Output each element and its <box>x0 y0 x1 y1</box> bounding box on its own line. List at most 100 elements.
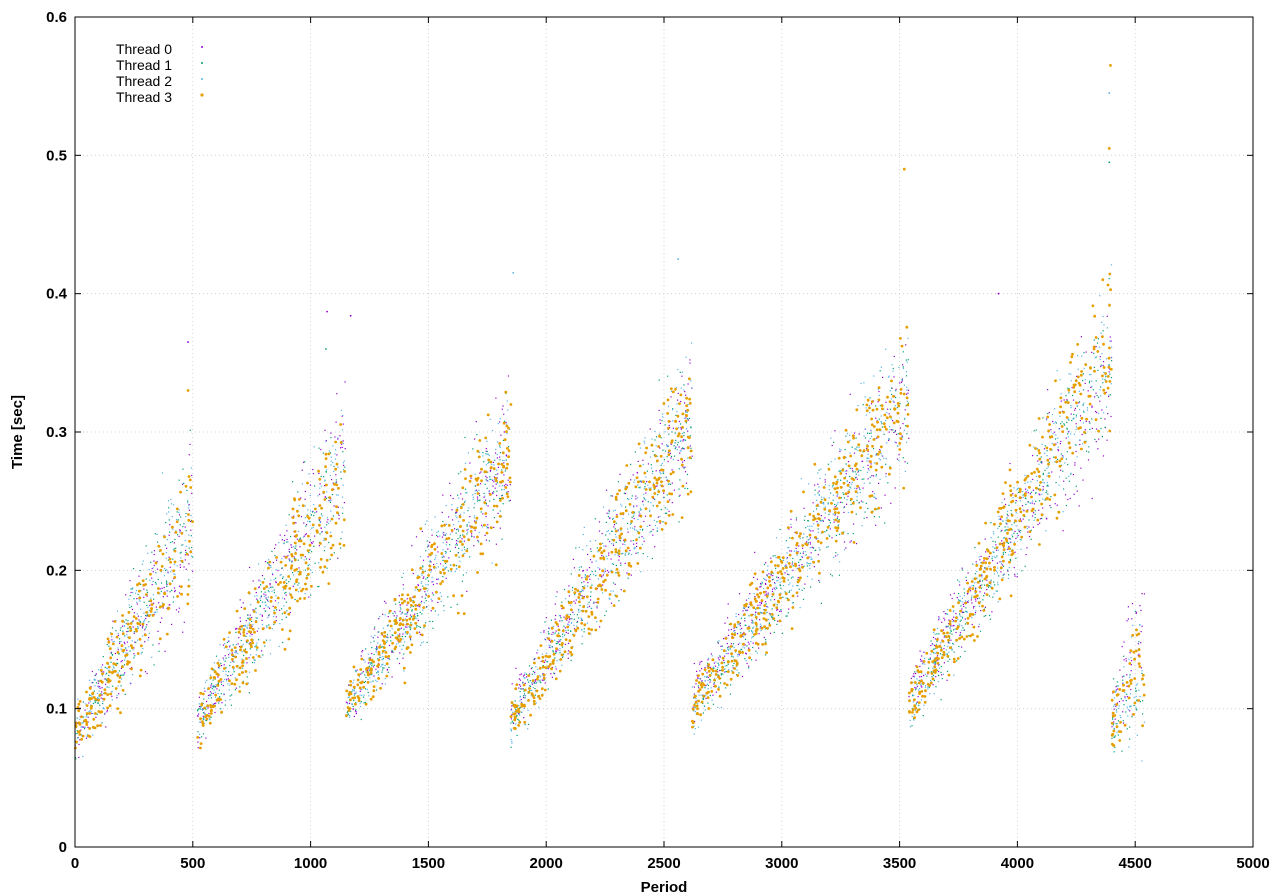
data-point <box>399 604 402 606</box>
data-point <box>119 638 121 640</box>
data-point <box>936 627 939 630</box>
data-point <box>205 708 207 710</box>
data-point <box>799 566 801 568</box>
data-point <box>578 611 580 613</box>
data-point <box>656 530 658 532</box>
data-point <box>682 440 684 442</box>
data-point <box>94 700 96 702</box>
data-point <box>790 518 792 520</box>
data-point <box>215 702 217 704</box>
data-point <box>152 581 154 583</box>
data-point <box>1123 659 1125 661</box>
data-point <box>330 510 332 512</box>
data-point <box>223 647 226 649</box>
data-point <box>1030 481 1032 483</box>
data-point <box>136 603 138 605</box>
data-point <box>533 682 535 684</box>
data-point <box>1013 532 1015 534</box>
data-point <box>422 569 424 571</box>
data-point <box>833 441 835 443</box>
data-point <box>318 472 320 475</box>
data-point <box>951 649 953 651</box>
data-point <box>254 646 256 648</box>
data-point <box>775 567 777 569</box>
data-point <box>312 511 314 513</box>
data-point <box>1113 736 1115 738</box>
data-point <box>802 547 804 549</box>
data-point <box>992 531 994 533</box>
data-point <box>1068 373 1070 375</box>
data-point <box>738 593 741 595</box>
data-point <box>748 606 750 608</box>
data-point <box>717 662 719 664</box>
data-point <box>166 539 168 541</box>
data-point <box>1114 746 1116 748</box>
data-point <box>988 595 990 597</box>
data-point <box>367 669 369 671</box>
data-point <box>643 537 645 539</box>
data-point <box>608 571 610 573</box>
data-point <box>373 675 375 677</box>
data-point <box>228 640 230 642</box>
data-point <box>1088 451 1090 453</box>
data-point <box>358 676 361 678</box>
data-point <box>770 616 772 618</box>
data-point <box>727 634 730 636</box>
data-point <box>509 428 511 430</box>
data-point <box>1107 364 1110 366</box>
data-point <box>304 517 306 519</box>
data-point <box>923 651 925 653</box>
data-point <box>604 568 606 570</box>
data-point <box>601 575 603 577</box>
data-point <box>476 520 478 522</box>
data-point <box>1112 718 1114 720</box>
data-point <box>613 524 616 526</box>
data-point <box>880 366 882 368</box>
data-point <box>924 685 927 687</box>
data-point <box>1068 475 1070 477</box>
data-point <box>734 630 736 632</box>
data-point <box>275 581 277 583</box>
data-point <box>1035 500 1037 502</box>
data-point <box>114 652 116 655</box>
data-point <box>174 591 176 593</box>
data-point <box>984 606 986 608</box>
data-point <box>273 579 275 581</box>
data-point <box>175 609 178 611</box>
data-point <box>335 481 338 483</box>
data-point <box>1082 479 1084 481</box>
data-point <box>494 452 497 454</box>
data-point <box>654 498 656 501</box>
data-point <box>637 484 639 486</box>
data-point <box>367 662 370 664</box>
data-point <box>983 584 986 586</box>
data-point <box>80 729 82 731</box>
data-point <box>263 593 265 595</box>
data-point <box>823 503 825 505</box>
data-point <box>333 505 335 507</box>
data-point <box>529 685 532 687</box>
data-point <box>429 541 431 543</box>
data-point <box>499 497 501 499</box>
data-point <box>779 581 781 583</box>
data-point <box>680 423 682 425</box>
data-point <box>754 551 756 553</box>
data-point <box>117 649 119 651</box>
data-point <box>880 421 882 423</box>
data-point <box>684 439 687 441</box>
data-point <box>100 693 102 695</box>
data-point <box>289 578 291 580</box>
data-point <box>1005 503 1007 506</box>
data-point <box>1067 498 1069 501</box>
data-point <box>933 660 935 663</box>
data-point <box>1093 366 1095 368</box>
data-point <box>639 513 641 515</box>
data-point <box>437 530 439 532</box>
data-point <box>85 703 87 705</box>
data-point <box>281 539 283 541</box>
data-point <box>932 636 935 639</box>
data-point <box>554 657 556 659</box>
data-point <box>759 586 761 588</box>
outlier-point <box>997 292 1000 295</box>
data-point <box>464 488 467 490</box>
